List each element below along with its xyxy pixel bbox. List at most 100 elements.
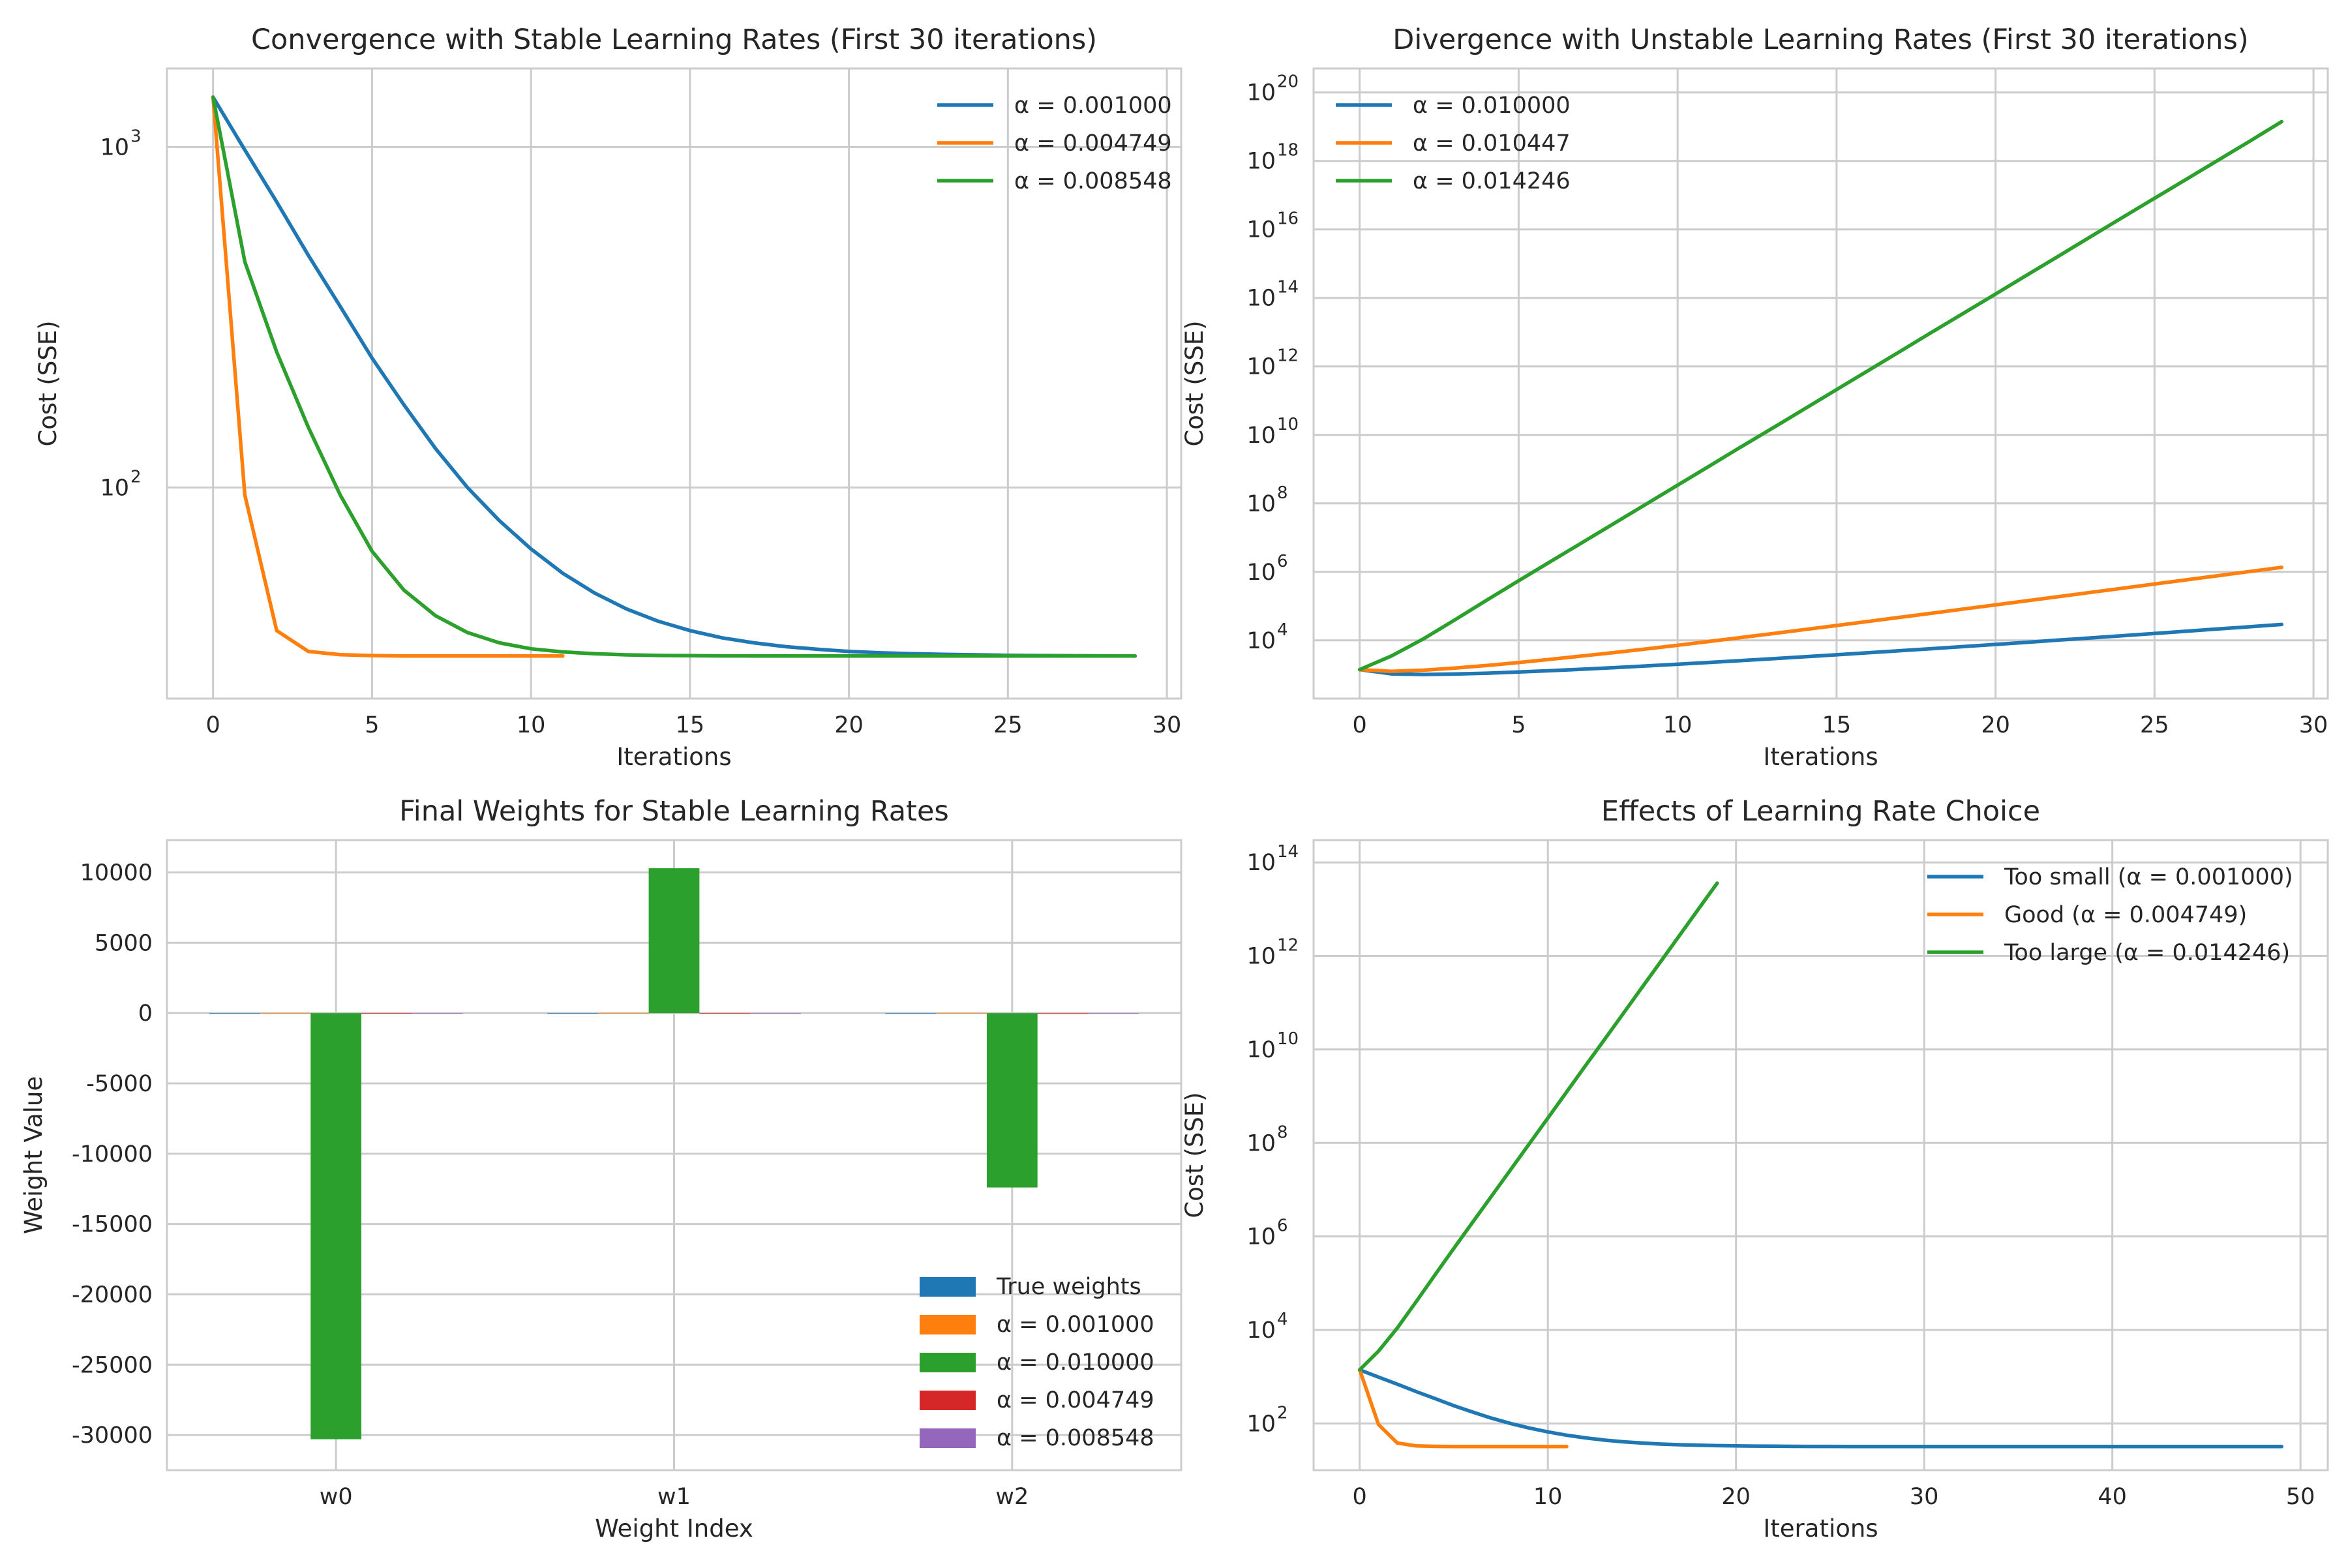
series-line-2 [211,95,1137,658]
series-line-0 [1357,622,2284,676]
y-tick-label: -15000 [72,1212,153,1238]
x-tick-label: w1 [657,1484,691,1510]
x-tick-label: 40 [2098,1484,2127,1510]
x-tick-label: 30 [2299,712,2328,738]
y-tick-base: 10 [1246,628,1276,654]
legend-label-0: α = 0.010000 [1413,93,1571,119]
plot-frame [166,67,1182,700]
y-tick-exponent: 14 [1277,278,1299,297]
bar-2-0 [310,1013,362,1440]
bar-3-2 [1037,1013,1089,1014]
x-axis-label: Iterations [1763,1515,1878,1543]
y-tick-base: 10 [1246,944,1276,970]
x-tick-label: 30 [1910,1484,1939,1510]
y-tick-label: 10000 [80,860,153,886]
y-tick-base: 10 [1246,1224,1276,1250]
chart-1: 0 5 10 15 20 25 301041061081010101210141016101… [1181,23,2329,771]
x-tick-label: 20 [1721,1484,1751,1510]
y-tick-label: 1010 [1246,415,1299,449]
y-tick-label: 1016 [1246,209,1299,243]
y-axis-label: Weight Value [20,1076,48,1234]
x-axis-label: Weight Index [595,1515,753,1543]
x-tick-label: 0 [206,712,220,738]
bar-0-0 [209,1013,260,1014]
y-tick-label: 1014 [1246,842,1299,876]
legend-label-4: α = 0.008548 [997,1425,1154,1451]
x-tick-label: 5 [365,712,379,738]
y-tick-exponent: 14 [1277,842,1299,862]
legend-label-0: Too small (α = 0.001000) [2004,864,2293,890]
y-tick-base: 10 [1246,850,1276,876]
x-tick-label: 0 [1353,712,1367,738]
x-tick-label: w0 [320,1484,353,1510]
y-tick-base: 10 [1246,354,1276,380]
y-tick-label: 106 [1246,1216,1287,1250]
y-tick-label: -20000 [72,1282,153,1308]
plot-frame [166,839,1182,1471]
x-tick-label: 10 [1533,1484,1563,1510]
y-tick-exponent: 8 [1277,1123,1288,1142]
y-tick-exponent: 6 [1277,552,1288,571]
y-tick-label: 1020 [1246,72,1299,106]
chart-title: Effects of Learning Rate Choice [1601,795,2040,828]
series-line-2 [1357,119,2284,672]
x-tick-label: 20 [1981,712,2010,738]
y-tick-base: 10 [1246,217,1276,243]
y-tick-base: 10 [1246,1318,1276,1344]
plot-frame [1312,839,2329,1471]
legend-label-2: Too large (α = 0.014246) [2004,940,2290,966]
x-tick-label: 50 [2286,1484,2315,1510]
y-axis-label: Cost (SSE) [1181,1092,1209,1218]
y-tick-base: 10 [100,475,129,501]
legend-swatch-0 [920,1277,976,1297]
legend-label-3: α = 0.004749 [997,1387,1154,1413]
y-tick-label: 0 [138,1001,153,1027]
legend-label-2: α = 0.014246 [1413,168,1571,194]
bar-2-2 [986,1013,1038,1188]
x-tick-label: 10 [517,712,546,738]
x-tick-label: 30 [1152,712,1182,738]
y-tick-exponent: 4 [1277,620,1288,640]
series-line-2 [1357,881,1719,1372]
legend-swatch-4 [920,1428,976,1448]
y-tick-exponent: 12 [1277,936,1299,956]
y-tick-label: 102 [1246,1403,1287,1437]
y-tick-label: -10000 [72,1141,153,1168]
bar-1-1 [597,1013,649,1014]
y-tick-label: -5000 [86,1071,153,1097]
x-tick-label: 15 [1822,712,1852,738]
bar-3-0 [361,1013,412,1014]
chart-title: Convergence with Stable Learning Rates (… [251,23,1097,56]
bar-4-2 [1088,1013,1139,1014]
y-tick-exponent: 6 [1277,1216,1288,1236]
legend-swatch-1 [920,1315,976,1334]
y-tick-label: -25000 [72,1352,153,1378]
y-tick-base: 10 [1246,491,1276,517]
y-tick-label: 1014 [1246,278,1299,312]
y-axis-label: Cost (SSE) [34,320,62,446]
y-tick-label: 104 [1246,1310,1287,1344]
x-tick-label: 25 [993,712,1023,738]
x-tick-label: w2 [995,1484,1029,1510]
legend-label-2: α = 0.010000 [997,1349,1154,1376]
y-tick-exponent: 10 [1277,1029,1299,1049]
y-tick-exponent: 2 [1277,1403,1288,1423]
y-tick-label: 5000 [95,930,153,956]
legend-label-1: Good (α = 0.004749) [2004,902,2247,928]
y-tick-base: 10 [1246,149,1276,175]
legend-swatch-3 [920,1391,976,1410]
x-tick-label: 5 [1511,712,1526,738]
y-tick-base: 10 [1246,1130,1276,1156]
x-tick-label: 15 [676,712,705,738]
legend-swatch-2 [920,1353,976,1372]
bar-0-2 [885,1013,937,1014]
series-line-0 [211,95,1137,658]
y-tick-base: 10 [1246,423,1276,449]
y-tick-exponent: 16 [1277,209,1299,229]
y-tick-label: 103 [100,127,141,160]
y-tick-base: 10 [1246,1411,1276,1437]
bar-3-1 [699,1013,751,1014]
